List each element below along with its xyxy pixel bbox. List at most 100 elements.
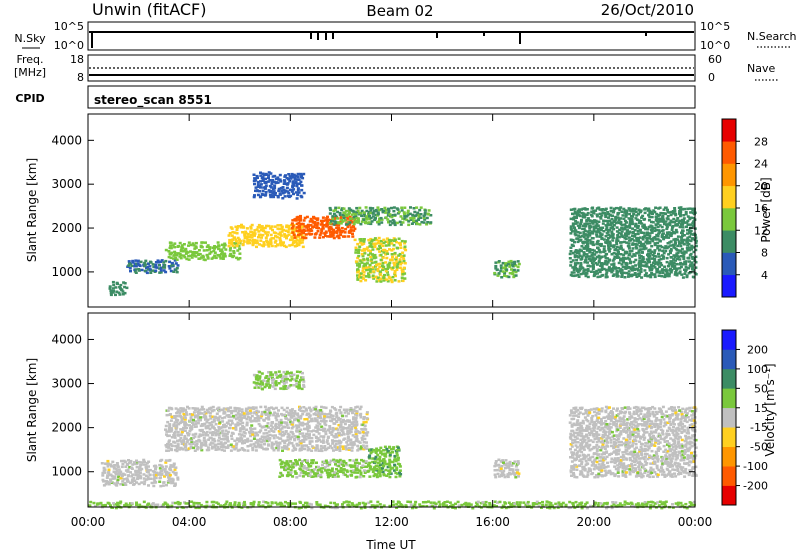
data-cell-9 <box>668 269 672 272</box>
data-cell-1 <box>232 445 236 448</box>
data-cell-1 <box>319 447 323 451</box>
data-cell-0 <box>135 459 138 462</box>
data-cell-1 <box>207 407 211 410</box>
data-cell-5 <box>368 217 372 221</box>
data-cell-1 <box>241 439 245 443</box>
data-cell-8 <box>500 276 504 279</box>
data-cell-4 <box>346 217 350 220</box>
data-cell-8 <box>517 262 521 266</box>
data-cell-9 <box>627 236 631 239</box>
data-cell-6 <box>588 422 592 425</box>
data-cell-1 <box>254 417 258 420</box>
data-cell-9 <box>669 251 672 255</box>
data-cell-1 <box>242 412 246 415</box>
data-cell-9 <box>598 208 602 211</box>
data-cell-1 <box>176 264 180 267</box>
data-cell-7 <box>364 275 368 278</box>
data-cell-9 <box>619 257 623 261</box>
data-cell-4 <box>378 471 382 474</box>
data-cell-7 <box>385 256 389 260</box>
data-cell-1 <box>239 427 243 430</box>
data-cell-9 <box>646 209 650 212</box>
data-cell-1 <box>242 435 246 438</box>
data-cell-3 <box>348 459 352 462</box>
data-cell-2 <box>273 387 277 391</box>
data-cell-1 <box>211 442 215 445</box>
data-cell-1 <box>274 434 277 437</box>
data-cell-9 <box>592 211 596 214</box>
data-cell-9 <box>648 254 652 258</box>
data-cell-3 <box>280 230 284 233</box>
data-cell-9 <box>674 228 678 232</box>
data-cell-9 <box>630 249 634 253</box>
data-cell-1 <box>252 437 256 440</box>
data-cell-7 <box>382 279 386 282</box>
data-cell-3 <box>283 233 287 236</box>
data-cell-2 <box>229 252 233 256</box>
data-cell-1 <box>343 411 347 414</box>
data-cell-1 <box>167 445 171 448</box>
data-cell-1 <box>336 428 340 431</box>
data-cell-5 <box>417 215 421 218</box>
data-cell-9 <box>624 237 628 241</box>
data-cell-1 <box>341 428 345 431</box>
data-cell-5 <box>415 222 419 225</box>
data-cell-6 <box>609 441 613 444</box>
data-cell-1 <box>187 407 191 410</box>
data-cell-3 <box>311 475 315 478</box>
data-cell-1 <box>310 417 314 421</box>
data-cell-8 <box>514 270 518 274</box>
data-cell-3 <box>331 475 335 478</box>
data-cell-2 <box>255 375 259 379</box>
data-cell-9 <box>605 275 609 279</box>
data-cell-5 <box>355 206 359 210</box>
data-cell-0 <box>165 470 169 474</box>
data-cell-0 <box>106 459 110 463</box>
data-cell-1 <box>302 406 306 409</box>
data-cell-9 <box>628 250 632 253</box>
data-cell-1 <box>291 432 295 436</box>
data-cell-9 <box>569 250 573 253</box>
data-cell-7 <box>395 261 399 264</box>
data-cell-5 <box>347 207 351 210</box>
data-cell-6 <box>264 193 268 196</box>
data-cell-9 <box>604 219 608 223</box>
data-cell-4 <box>309 228 312 231</box>
data-cell-2 <box>178 241 182 245</box>
data-cell-5 <box>502 469 506 473</box>
data-cell-9 <box>575 251 579 255</box>
data-cell-1 <box>217 425 221 429</box>
data-cell-6 <box>608 432 612 436</box>
data-cell-3 <box>326 475 330 479</box>
data-cell-9 <box>646 240 650 243</box>
data-cell-5 <box>371 215 375 218</box>
data-cell-9 <box>586 275 590 279</box>
data-cell-4 <box>379 451 383 455</box>
data-cell-3 <box>249 225 253 229</box>
data-cell-2 <box>294 379 298 382</box>
data-cell-1 <box>188 429 192 433</box>
data-cell-3 <box>289 471 293 474</box>
data-cell-6 <box>605 415 609 418</box>
data-cell-8 <box>493 271 497 275</box>
data-cell-7 <box>365 247 368 251</box>
data-cell-4 <box>373 472 377 476</box>
data-cell-6 <box>580 434 584 438</box>
data-cell-5 <box>406 209 410 213</box>
data-cell-2 <box>301 371 304 375</box>
data-cell-6 <box>588 411 592 414</box>
data-cell-4 <box>300 231 304 234</box>
data-cell-9 <box>646 255 650 258</box>
data-cell-1 <box>227 419 231 422</box>
data-cell-1 <box>346 432 350 436</box>
data-cell-6 <box>578 444 582 447</box>
data-cell-9 <box>638 272 642 275</box>
data-cell-9 <box>682 214 686 217</box>
data-cell-1 <box>341 420 345 424</box>
data-cell-1 <box>302 436 306 439</box>
data-cell-4 <box>373 460 377 463</box>
data-cell-9 <box>686 207 690 211</box>
data-cell-1 <box>238 413 242 416</box>
data-cell-4 <box>368 448 372 451</box>
data-cell-9 <box>647 207 651 210</box>
